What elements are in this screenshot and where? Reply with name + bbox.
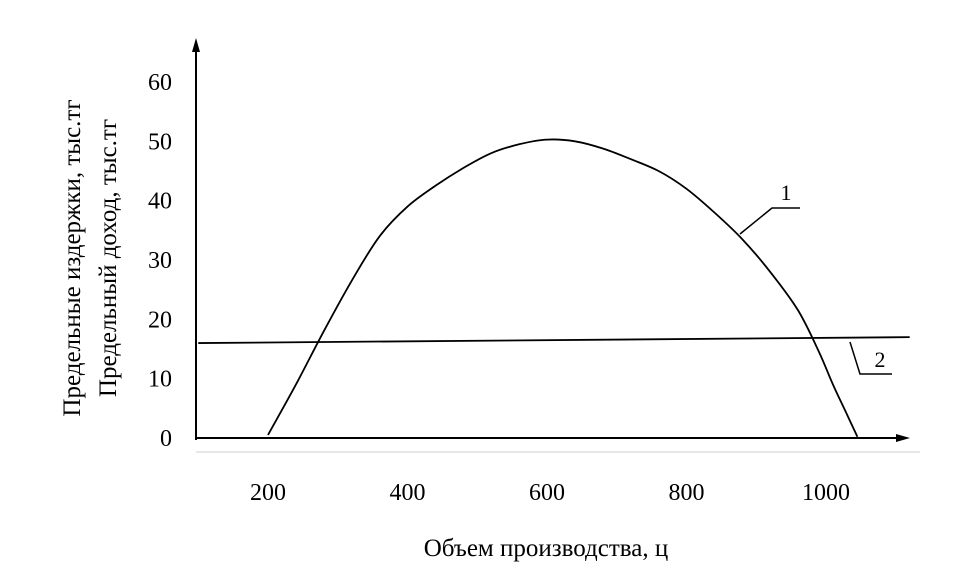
tick-labels: 0 10 20 30 40 50 60 200 400 600 800 1000 xyxy=(148,70,850,506)
series-labels: 12 xyxy=(739,180,892,375)
x-tick-label: 400 xyxy=(390,480,426,506)
y-tick-label: 40 xyxy=(148,189,172,215)
y-axis-title-2: Предельный доход, тыс.тг xyxy=(95,119,122,397)
y-axis-arrowhead xyxy=(192,38,200,52)
series-2-label: 2 xyxy=(875,347,886,372)
series-line-1 xyxy=(267,138,859,438)
y-tick-label: 50 xyxy=(148,129,172,155)
y-tick-label: 60 xyxy=(148,70,172,96)
x-tick-label: 600 xyxy=(529,480,565,506)
x-axis-arrowhead xyxy=(896,434,910,442)
x-tick-label: 800 xyxy=(669,480,705,506)
y-tick-label: 10 xyxy=(148,367,172,393)
series-line-2 xyxy=(198,336,910,344)
y-tick-label: 0 xyxy=(160,426,172,452)
y-tick-label: 30 xyxy=(148,248,172,274)
series-1-leader-line xyxy=(739,207,800,235)
y-axis-title-1: Предельные издержки, тыс.тг xyxy=(59,99,86,416)
series-1-label: 1 xyxy=(781,180,792,205)
y-tick-label: 20 xyxy=(148,307,172,333)
axes xyxy=(192,38,920,453)
series-lines xyxy=(198,138,910,438)
x-tick-label: 1000 xyxy=(802,480,850,506)
series-2-leader-line xyxy=(849,341,892,375)
x-axis-title: Объем производства, ц xyxy=(424,535,668,562)
x-tick-label: 200 xyxy=(250,480,286,506)
